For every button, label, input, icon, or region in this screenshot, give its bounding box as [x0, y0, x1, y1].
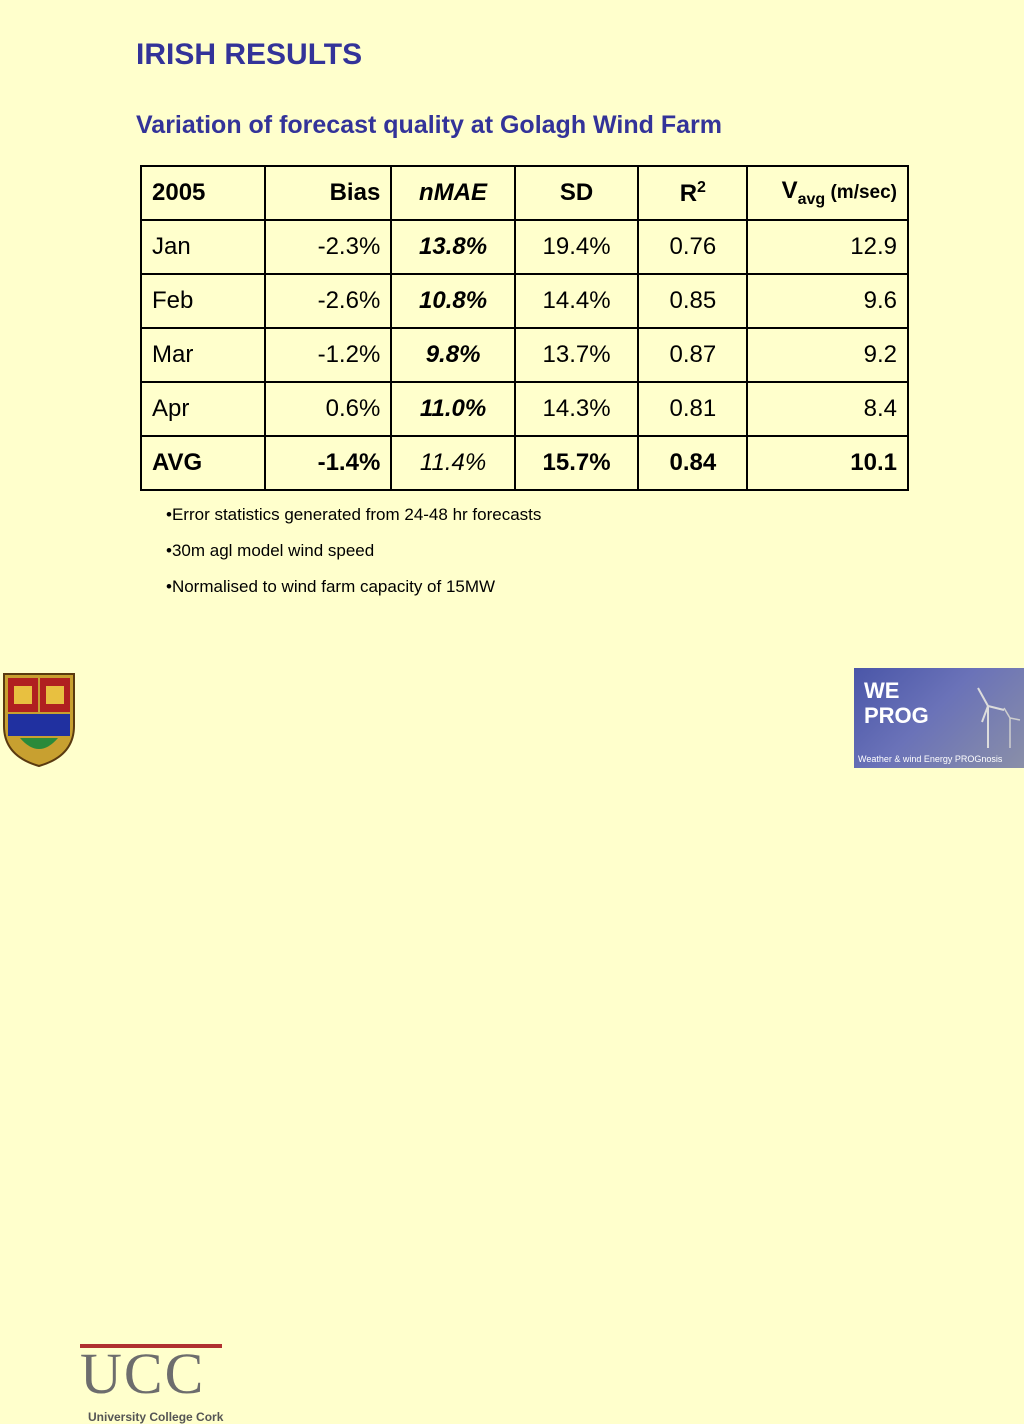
- cell-month: Jan: [139, 219, 267, 275]
- cell-nmae: 10.8%: [390, 273, 516, 329]
- table-header-row: 2005 Bias nMAE SD R2 Vavg (m/sec): [139, 165, 909, 221]
- results-table: 2005 Bias nMAE SD R2 Vavg (m/sec) Jan -2…: [139, 165, 909, 491]
- cell-r2: 0.76: [637, 219, 749, 275]
- cell-vavg: 10.1: [746, 435, 909, 491]
- slide-subtitle: Variation of forecast quality at Golagh …: [136, 111, 722, 139]
- cell-nmae: 11.0%: [390, 381, 516, 437]
- weprog-tagline: Weather & wind Energy PROGnosis: [858, 754, 1003, 764]
- table-row: Jan -2.3% 13.8% 19.4% 0.76 12.9: [139, 219, 909, 275]
- cell-month: Apr: [139, 381, 267, 437]
- cell-month: Feb: [139, 273, 267, 329]
- slide-title: IRISH RESULTS: [136, 38, 363, 71]
- header-sd: SD: [513, 165, 640, 221]
- notes-list: •Error statistics generated from 24-48 h…: [166, 504, 541, 612]
- header-vavg: Vavg (m/sec): [746, 165, 909, 221]
- cell-sd: 14.3%: [513, 381, 640, 437]
- cell-vavg: 8.4: [746, 381, 909, 437]
- cell-r2: 0.85: [637, 273, 749, 329]
- cell-r2: 0.81: [637, 381, 749, 437]
- cell-bias: -2.6%: [264, 273, 393, 329]
- list-item: •Error statistics generated from 24-48 h…: [166, 505, 542, 524]
- cell-bias: 0.6%: [264, 381, 393, 437]
- cell-bias: -2.3%: [264, 219, 393, 275]
- cell-sd: 13.7%: [513, 327, 640, 383]
- header-r2-sup: 2: [697, 178, 706, 196]
- ucc-wordmark: UCC: [80, 1341, 206, 1406]
- cell-month: Mar: [139, 327, 267, 383]
- cell-sd: 15.7%: [513, 435, 640, 491]
- cell-sd: 19.4%: [513, 219, 640, 275]
- cell-bias: -1.4%: [264, 435, 393, 491]
- header-vavg-base: V: [781, 177, 798, 205]
- header-vavg-unit: (m/sec): [825, 182, 897, 204]
- table-row: Mar -1.2% 9.8% 13.7% 0.87 9.2: [139, 327, 909, 383]
- cell-nmae: 13.8%: [390, 219, 516, 275]
- cell-vavg: 9.6: [746, 273, 909, 329]
- weprog-line2: PROG: [864, 703, 929, 728]
- header-r2: R2: [637, 165, 749, 221]
- ucc-logo: UCC University College Cork: [0, 668, 224, 1424]
- list-item: •30m agl model wind speed: [166, 541, 375, 560]
- table-row: Feb -2.6% 10.8% 14.4% 0.85 9.6: [139, 273, 909, 329]
- ucc-caption: University College Cork: [88, 1410, 224, 1424]
- cell-vavg: 9.2: [746, 327, 909, 383]
- cell-vavg: 12.9: [746, 219, 909, 275]
- weprog-title: WE PROG: [864, 678, 929, 728]
- weprog-logo: WE PROG Weather & wind Energy PROGnosis: [854, 668, 1024, 768]
- header-vavg-sub: avg: [797, 190, 826, 208]
- cell-nmae: 11.4%: [390, 435, 516, 491]
- ucc-crest-icon: [3, 673, 75, 768]
- cell-month: AVG: [139, 435, 267, 491]
- weprog-line1: WE: [864, 678, 900, 703]
- header-nmae: nMAE: [390, 165, 516, 221]
- cell-r2: 0.87: [637, 327, 749, 383]
- cell-bias: -1.2%: [264, 327, 393, 383]
- list-item: •Normalised to wind farm capacity of 15M…: [166, 577, 496, 596]
- cell-nmae: 9.8%: [390, 327, 516, 383]
- wind-turbine-icon: [977, 687, 1021, 748]
- table-row: Apr 0.6% 11.0% 14.3% 0.81 8.4: [139, 381, 909, 437]
- cell-sd: 14.4%: [513, 273, 640, 329]
- header-r2-base: R: [679, 179, 698, 207]
- header-year: 2005: [139, 165, 267, 221]
- table-row-average: AVG -1.4% 11.4% 15.7% 0.84 10.1: [139, 435, 909, 491]
- cell-r2: 0.84: [637, 435, 749, 491]
- header-bias: Bias: [264, 165, 393, 221]
